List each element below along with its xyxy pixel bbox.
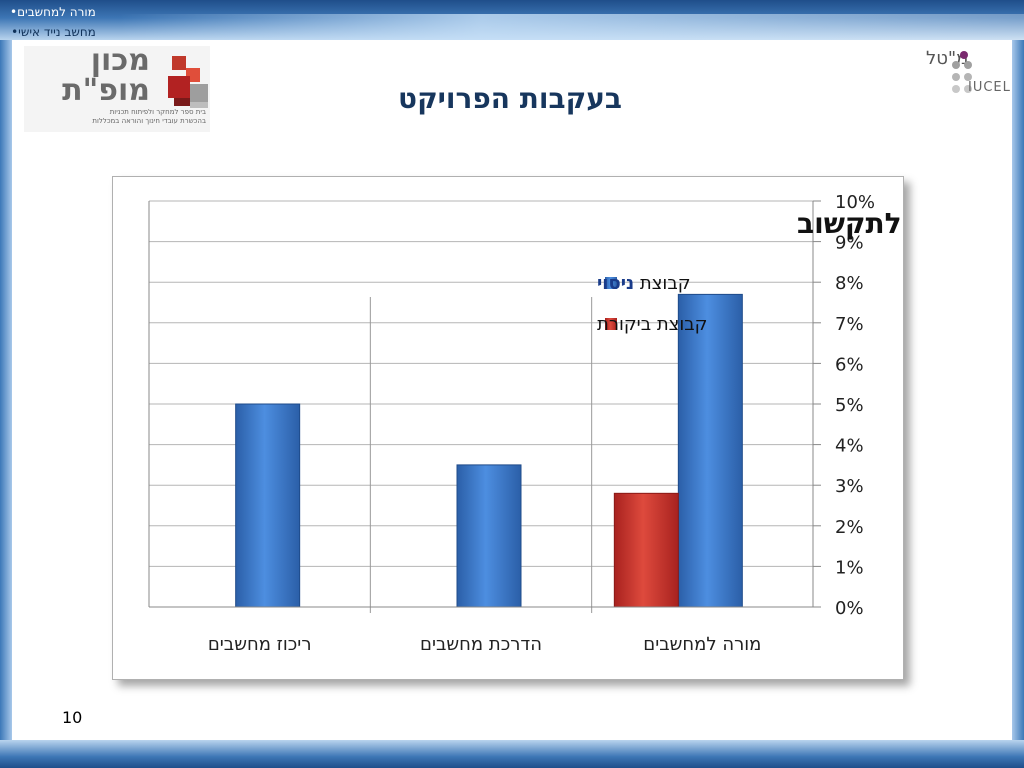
bottom-decorative-band — [0, 740, 1024, 768]
y-tick-label: 10% — [835, 192, 875, 213]
chart-frame: 0% 1% 2% 3% 4% 5% 6% 7% 8% 9% 10% מורה למחשבים הדרכ… — [112, 176, 1024, 680]
legend-swatch-experiment — [605, 277, 617, 289]
slide-number: 10 — [62, 708, 83, 727]
legend-label-control: קבוצת ביקורת — [597, 314, 707, 335]
nav-item-teacher[interactable]: מורה למחשבים• — [10, 5, 96, 19]
y-tick-label: 1% — [835, 557, 864, 578]
mofet-logo-text: מכון מופ"ת — [62, 43, 150, 108]
y-tick-label: 6% — [835, 354, 864, 375]
mofet-logo-graphic — [168, 56, 208, 108]
x-category-label: מורה למחשבים — [643, 634, 761, 655]
y-tick-label: 9% — [835, 233, 864, 254]
y-tick-label: 5% — [835, 395, 864, 416]
right-decorative-strip — [1012, 40, 1024, 740]
bar-experiment — [235, 403, 301, 608]
bar-chart: 0% 1% 2% 3% 4% 5% 6% 7% 8% 9% 10% מורה למחשבים הדרכ… — [148, 192, 1024, 655]
x-category-label: ריכוז מחשבים — [208, 634, 312, 655]
chart-legend: קבוצת ניסוי קבוצת ביקורת — [597, 273, 707, 335]
y-tick-label: 3% — [835, 476, 864, 497]
y-axis-ticks: 0% 1% 2% 3% 4% 5% 6% 7% 8% 9% 10% — [813, 192, 875, 619]
iucel-logo-english: IUCEL — [968, 80, 1011, 95]
y-tick-label: 2% — [835, 517, 864, 538]
bar-control — [613, 492, 679, 608]
top-decorative-band — [0, 0, 1024, 40]
iucel-logo: מ"טל IUCEL — [920, 46, 1010, 106]
nav-item-laptop[interactable]: מחשב נייד אישי• — [11, 25, 96, 39]
iucel-dots-graphic — [952, 51, 972, 93]
chart-bars — [235, 293, 743, 608]
mofet-logo-tagline: בית ספר למחקר ולפיתוח תכניות בהכשרת עובד… — [92, 108, 206, 125]
x-axis-labels: מורה למחשבים הדרכת מחשבים ריכוז מחשבים — [208, 634, 762, 655]
left-decorative-strip — [0, 40, 12, 740]
page-title: בעקבות הפרויקט — [398, 82, 622, 115]
legend-swatch-control — [605, 318, 617, 330]
mofet-logo: מכון מופ"ת בית ספר למחקר ולפיתוח תכניות … — [24, 46, 210, 132]
y-tick-label: 4% — [835, 436, 864, 457]
y-tick-label: 0% — [835, 598, 864, 619]
y-tick-label: 8% — [835, 273, 864, 294]
bar-experiment — [677, 293, 743, 608]
bar-experiment — [456, 464, 522, 608]
chart-title: תפקידים הקשורים לתקשוב — [797, 207, 903, 240]
x-category-label: הדרכת מחשבים — [420, 634, 542, 655]
y-tick-label: 7% — [835, 314, 864, 335]
nav-bullet-list: מורה למחשבים• מחשב נייד אישי• — [10, 2, 96, 42]
legend-label-experiment: קבוצת ניסוי — [597, 273, 691, 294]
